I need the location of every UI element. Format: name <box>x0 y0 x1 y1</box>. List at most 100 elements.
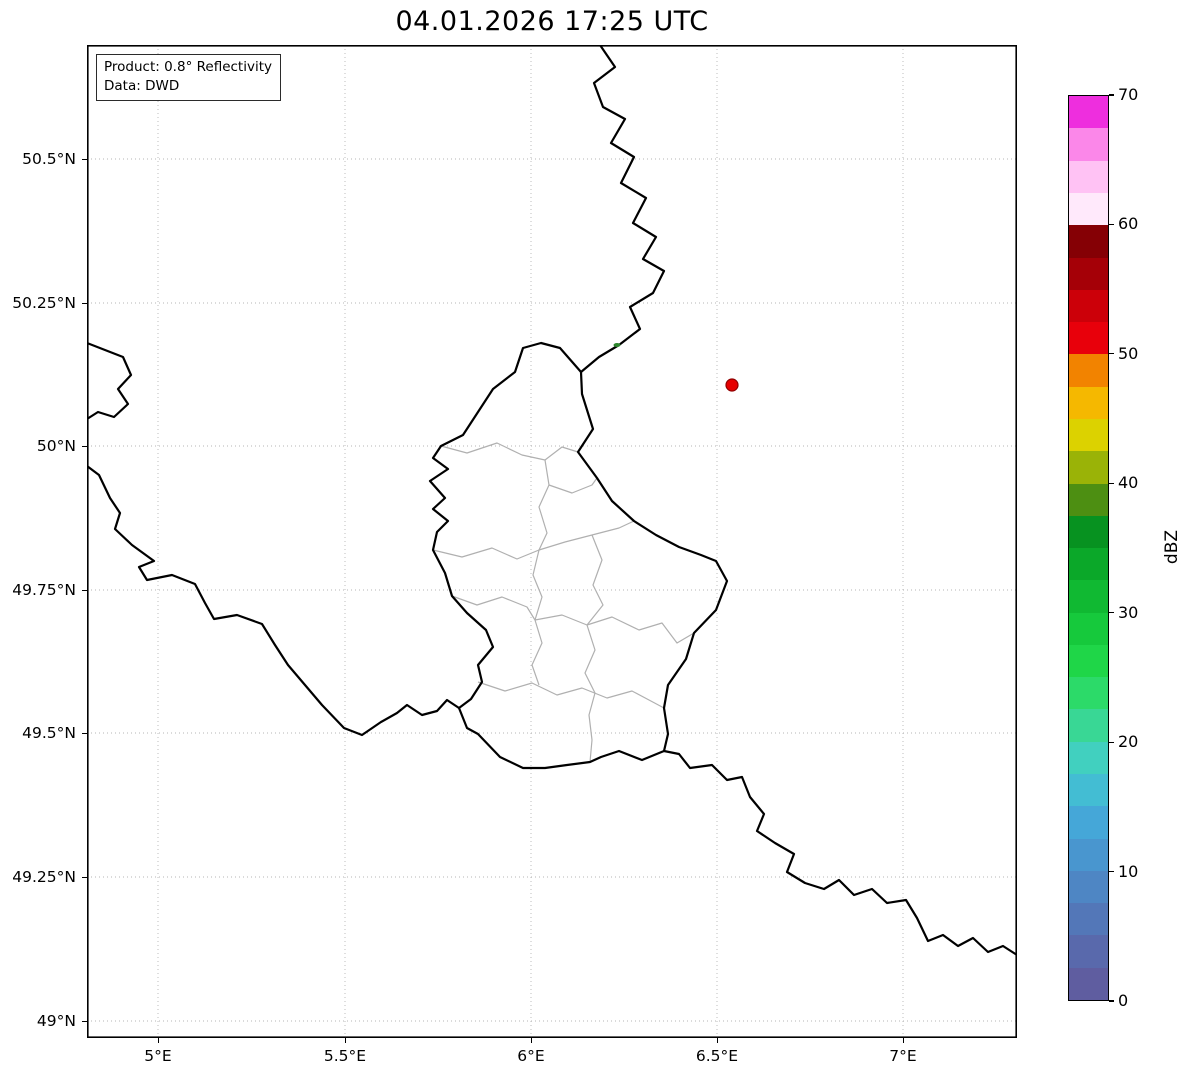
x-tick-mark <box>157 1038 159 1043</box>
canton-border <box>584 624 596 763</box>
radar-echo-weak <box>613 343 621 347</box>
colorbar-segment <box>1069 386 1108 419</box>
colorbar-segment <box>1069 257 1108 290</box>
canton-border <box>432 520 635 560</box>
colorbar-segment <box>1069 483 1108 516</box>
plot-frame <box>87 45 1017 1038</box>
x-tick-label: 5.5°E <box>323 1047 367 1065</box>
colorbar-segment <box>1069 903 1108 936</box>
colorbar-segment <box>1069 806 1108 839</box>
radar-echo-strong <box>725 378 739 392</box>
markers-layer <box>613 343 739 392</box>
canton-borders-layer <box>432 442 695 763</box>
y-tick-mark <box>82 302 87 304</box>
colorbar-segment <box>1069 644 1108 678</box>
colorbar-segment <box>1069 935 1108 968</box>
colorbar-segment <box>1069 548 1108 581</box>
colorbar-tick-label: 10 <box>1118 861 1139 881</box>
data-source-line: Data: DWD <box>104 78 180 95</box>
colorbar-segment <box>1069 322 1108 355</box>
colorbar-segment <box>1069 96 1108 129</box>
colorbar-segment <box>1069 451 1108 484</box>
y-tick-label: 50°N <box>36 437 76 455</box>
france-germany-border <box>662 749 1017 957</box>
map-canvas <box>87 45 1017 1038</box>
canton-border <box>440 442 579 461</box>
belgium-germany-border <box>579 45 666 374</box>
canton-border <box>538 459 550 551</box>
x-tick-label: 5°E <box>144 1047 172 1065</box>
canton-border <box>477 681 665 709</box>
colorbar-segment <box>1069 515 1108 549</box>
colorbar-segment <box>1069 967 1108 1000</box>
canton-border <box>532 549 543 621</box>
canton-border <box>586 534 604 626</box>
canton-border <box>548 477 598 494</box>
y-tick-label: 50.5°N <box>22 150 76 168</box>
canton-border <box>531 619 543 686</box>
colorbar-tick-mark <box>1109 870 1114 873</box>
colorbar-segment <box>1069 128 1108 161</box>
colorbar-tick-label: 60 <box>1118 214 1139 234</box>
colorbar-segment <box>1069 870 1108 904</box>
colorbar-unit-label: dBZ <box>1162 529 1182 565</box>
product-line: Product: 0.8° Reflectivity <box>104 59 272 75</box>
x-tick-label: 7°E <box>889 1047 917 1065</box>
colorbar-tick-mark <box>1109 482 1114 484</box>
x-tick-mark <box>716 1038 718 1043</box>
product-info-box: Product: 0.8° Reflectivity Data: DWD <box>96 54 281 102</box>
colorbar-tick-label: 50 <box>1118 343 1139 363</box>
colorbar-segment <box>1069 225 1108 258</box>
colorbar-tick-label: 20 <box>1118 732 1139 752</box>
x-tick-mark <box>530 1038 532 1043</box>
y-tick-label: 50.25°N <box>12 294 76 312</box>
colorbar-tick-label: 70 <box>1118 85 1139 104</box>
y-tick-mark <box>82 445 87 447</box>
gridlines-layer <box>87 45 1017 1038</box>
y-tick-label: 49°N <box>36 1012 76 1030</box>
y-tick-mark <box>82 589 87 591</box>
colorbar-tick-mark <box>1109 741 1114 743</box>
y-tick-mark <box>82 1020 87 1022</box>
colorbar-tick-mark <box>1109 353 1114 355</box>
colorbar-tick-mark <box>1109 612 1114 614</box>
y-tick-mark <box>82 732 87 734</box>
colorbar-segment <box>1069 774 1108 807</box>
colorbar-tick-label: 40 <box>1118 473 1139 493</box>
y-tick-label: 49.25°N <box>12 868 76 886</box>
colorbar-segment <box>1069 160 1108 193</box>
colorbar-segment <box>1069 612 1108 645</box>
country-borders-layer <box>87 45 1017 957</box>
colorbar-segment <box>1069 580 1108 613</box>
x-tick-label: 6.5°E <box>695 1047 739 1065</box>
figure-title: 04.01.2026 17:25 UTC <box>395 6 709 37</box>
y-axis: 50.5°N 50.25°N 50°N 49.75°N 49.5°N 49.25°N 49°… <box>0 45 87 1038</box>
colorbar-segment <box>1069 354 1108 387</box>
colorbar-segment <box>1069 289 1108 323</box>
colorbar-segment <box>1069 192 1108 226</box>
colorbar-segment <box>1069 838 1108 871</box>
colorbar-segment <box>1069 741 1108 775</box>
colorbar <box>1068 95 1109 1001</box>
givet-border-fragment <box>87 341 133 421</box>
y-tick-label: 49.75°N <box>12 581 76 599</box>
y-tick-mark <box>82 876 87 878</box>
canton-border <box>451 595 695 644</box>
colorbar-segment <box>1069 709 1108 742</box>
x-tick-mark <box>344 1038 346 1043</box>
y-tick-label: 49.5°N <box>22 724 76 742</box>
colorbar-tick-mark <box>1109 223 1114 226</box>
colorbar-tick-label: 30 <box>1118 602 1139 622</box>
colorbar-tick-label: 0 <box>1118 991 1129 1010</box>
colorbar-tick-mark <box>1109 1000 1114 1002</box>
x-tick-mark <box>902 1038 904 1043</box>
colorbar-segment <box>1069 418 1108 452</box>
france-belgium-border <box>87 464 461 737</box>
x-axis: 5°E 5.5°E 6°E 6.5°E 7°E <box>87 1038 1017 1072</box>
x-tick-label: 6°E <box>517 1047 545 1065</box>
luxembourg-outline <box>428 341 729 770</box>
y-tick-mark <box>82 158 87 160</box>
colorbar-segment <box>1069 677 1108 710</box>
colorbar-tick-mark <box>1109 94 1114 96</box>
